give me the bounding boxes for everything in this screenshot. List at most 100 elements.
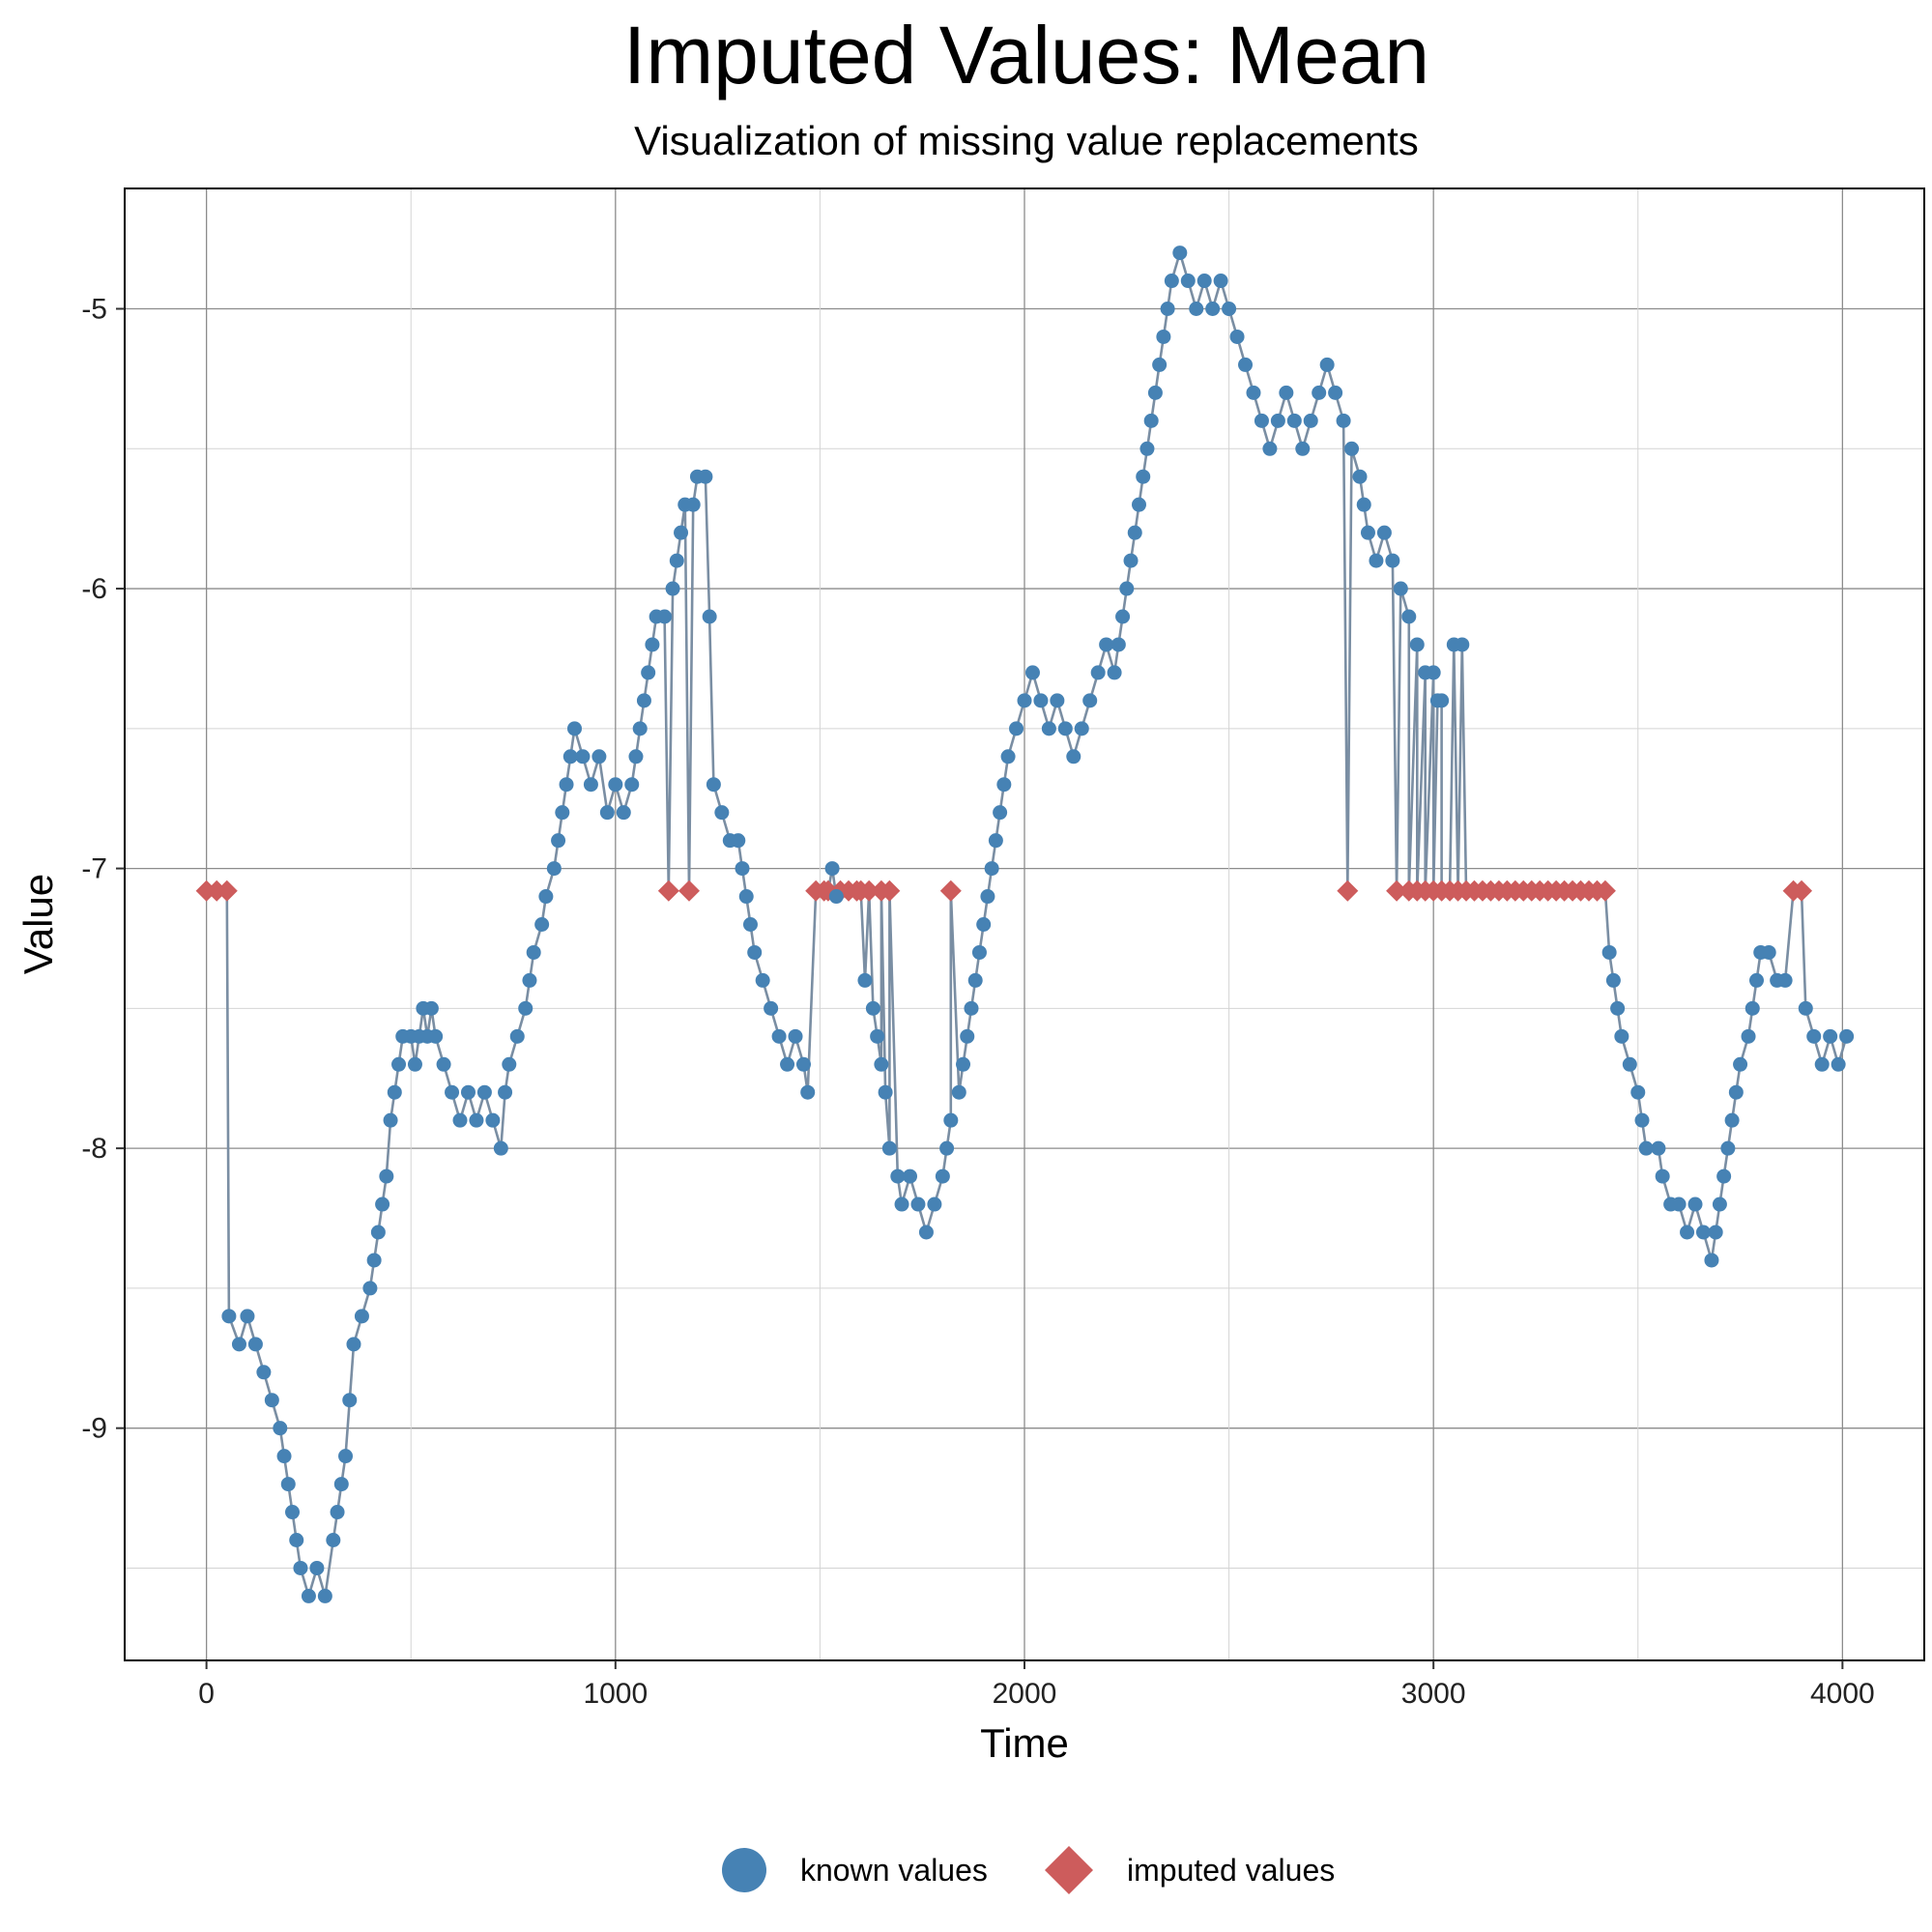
known-point (996, 777, 1012, 793)
known-point (264, 1393, 279, 1408)
known-point (1328, 385, 1343, 400)
known-point (780, 1056, 795, 1072)
known-point (375, 1197, 390, 1212)
known-point (1352, 469, 1368, 484)
chart-subtitle: Visualization of missing value replaceme… (634, 118, 1419, 163)
known-point (280, 1477, 296, 1492)
known-point (333, 1477, 349, 1492)
known-point (616, 805, 631, 821)
known-point (1716, 1168, 1732, 1184)
imputed-point (657, 879, 679, 902)
known-point (452, 1112, 468, 1128)
known-point (731, 833, 746, 849)
known-point (1254, 413, 1269, 428)
known-point (881, 1140, 897, 1156)
known-point (1455, 637, 1470, 652)
known-point (918, 1225, 934, 1240)
y-axis-title: Value (15, 874, 61, 974)
known-point (1074, 721, 1089, 736)
known-point (518, 1000, 533, 1016)
y-tick-label: -8 (81, 1133, 107, 1165)
known-point (460, 1084, 476, 1100)
known-point (1143, 413, 1159, 428)
known-point (1814, 1056, 1830, 1072)
imputed-point (678, 879, 700, 902)
imputed-point (879, 879, 901, 902)
known-point (591, 749, 607, 764)
known-point (1806, 1028, 1822, 1044)
known-point (800, 1084, 816, 1100)
known-point (509, 1028, 525, 1044)
imputed-markers (195, 879, 1813, 902)
known-point (755, 972, 770, 988)
known-point (1024, 665, 1040, 680)
known-point (624, 777, 640, 793)
x-axis-title: Time (980, 1720, 1069, 1766)
known-point (1356, 497, 1371, 512)
x-tick-label: 4000 (1810, 1678, 1875, 1710)
known-point (1119, 581, 1135, 596)
known-point (1279, 385, 1294, 400)
known-point (1401, 609, 1417, 624)
known-point (562, 749, 578, 764)
known-point (221, 1309, 237, 1324)
imputed-point (1791, 879, 1813, 902)
known-point (567, 721, 582, 736)
known-point (1720, 1140, 1736, 1156)
known-point (1127, 525, 1142, 540)
known-point (1761, 944, 1776, 960)
known-point (685, 497, 701, 512)
imputed-point (939, 879, 962, 902)
known-point (407, 1056, 422, 1072)
x-tick-label: 1000 (583, 1678, 648, 1710)
chart-title: Imputed Values: Mean (623, 10, 1429, 101)
known-point (657, 609, 673, 624)
known-point (1634, 1112, 1650, 1128)
known-point (1680, 1225, 1695, 1240)
known-point (1614, 1028, 1629, 1044)
known-point (964, 1000, 979, 1016)
y-tick-label: -5 (81, 294, 107, 326)
legend-known-key (722, 1848, 766, 1892)
known-point (1164, 274, 1179, 289)
known-point (984, 861, 999, 877)
known-point (1009, 721, 1024, 736)
known-point (502, 1056, 517, 1072)
known-point (988, 833, 1003, 849)
imputed-point (1337, 879, 1359, 902)
known-point (1041, 721, 1056, 736)
known-point (943, 1112, 959, 1128)
known-point (293, 1560, 308, 1575)
known-point (1156, 329, 1171, 344)
known-point (645, 637, 660, 652)
known-point (599, 805, 615, 821)
known-point (636, 693, 651, 708)
known-point (428, 1028, 444, 1044)
known-point (1687, 1197, 1703, 1212)
known-point (498, 1084, 513, 1100)
known-point (1376, 525, 1392, 540)
known-point (559, 777, 574, 793)
known-point (1748, 972, 1764, 988)
x-axis: 0 1000 2000 3000 4000 (198, 1660, 1875, 1710)
known-point (993, 805, 1008, 821)
known-point (674, 525, 689, 540)
known-point (256, 1365, 272, 1380)
legend-imputed-key (1045, 1846, 1093, 1894)
known-point (1651, 1140, 1666, 1156)
known-point (1123, 553, 1139, 568)
known-point (890, 1168, 906, 1184)
known-point (301, 1588, 316, 1603)
known-point (354, 1309, 369, 1324)
known-point (1319, 357, 1335, 372)
known-point (669, 553, 684, 568)
known-point (387, 1084, 402, 1100)
known-point (1409, 637, 1425, 652)
known-point (1017, 693, 1032, 708)
known-point (641, 665, 656, 680)
known-point (795, 1056, 811, 1072)
known-point (326, 1532, 341, 1547)
known-point (366, 1253, 382, 1268)
